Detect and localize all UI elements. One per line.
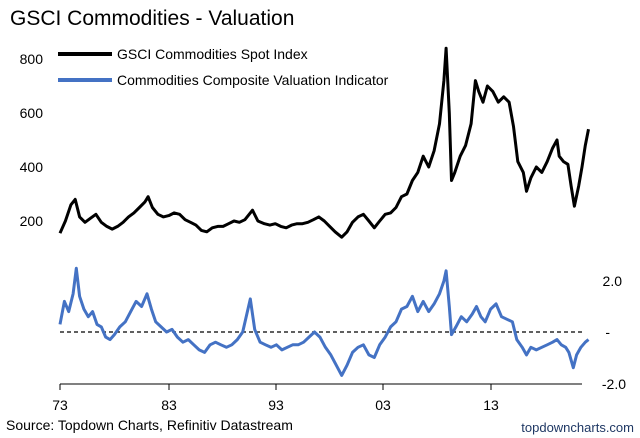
brand-watermark: topdowncharts.com bbox=[521, 420, 634, 435]
upper-y-axis: 200 400 600 800 bbox=[20, 51, 44, 229]
x-axis: 73 83 93 03 13 bbox=[52, 384, 499, 413]
gsci-series-line bbox=[58, 46, 590, 239]
x-tick-label: 03 bbox=[375, 397, 391, 413]
x-tick-label: 73 bbox=[52, 397, 68, 413]
lower-y-tick-label: -2.0 bbox=[602, 376, 626, 392]
chart-title: GSCI Commodities - Valuation bbox=[10, 7, 294, 30]
source-note: Source: Topdown Charts, Refinitiv Datast… bbox=[6, 417, 293, 433]
legend: GSCI Commodities Spot Index Commodities … bbox=[58, 46, 389, 88]
lower-y-tick-label: 2.0 bbox=[603, 273, 623, 289]
x-tick-label: 93 bbox=[268, 397, 284, 413]
upper-y-tick-label: 600 bbox=[20, 105, 44, 121]
lower-y-axis: 2.0 - -2.0 bbox=[602, 273, 626, 392]
lower-y-tick-label: - bbox=[605, 324, 610, 340]
legend-label-valuation: Commodities Composite Valuation Indicato… bbox=[117, 72, 389, 88]
x-tick-label: 13 bbox=[483, 397, 499, 413]
x-tick-label: 83 bbox=[161, 397, 177, 413]
valuation-series-line bbox=[58, 266, 590, 377]
upper-y-tick-label: 400 bbox=[20, 159, 44, 175]
upper-y-tick-label: 800 bbox=[20, 51, 44, 67]
upper-y-tick-label: 200 bbox=[20, 213, 44, 229]
legend-label-gsci: GSCI Commodities Spot Index bbox=[117, 46, 308, 62]
